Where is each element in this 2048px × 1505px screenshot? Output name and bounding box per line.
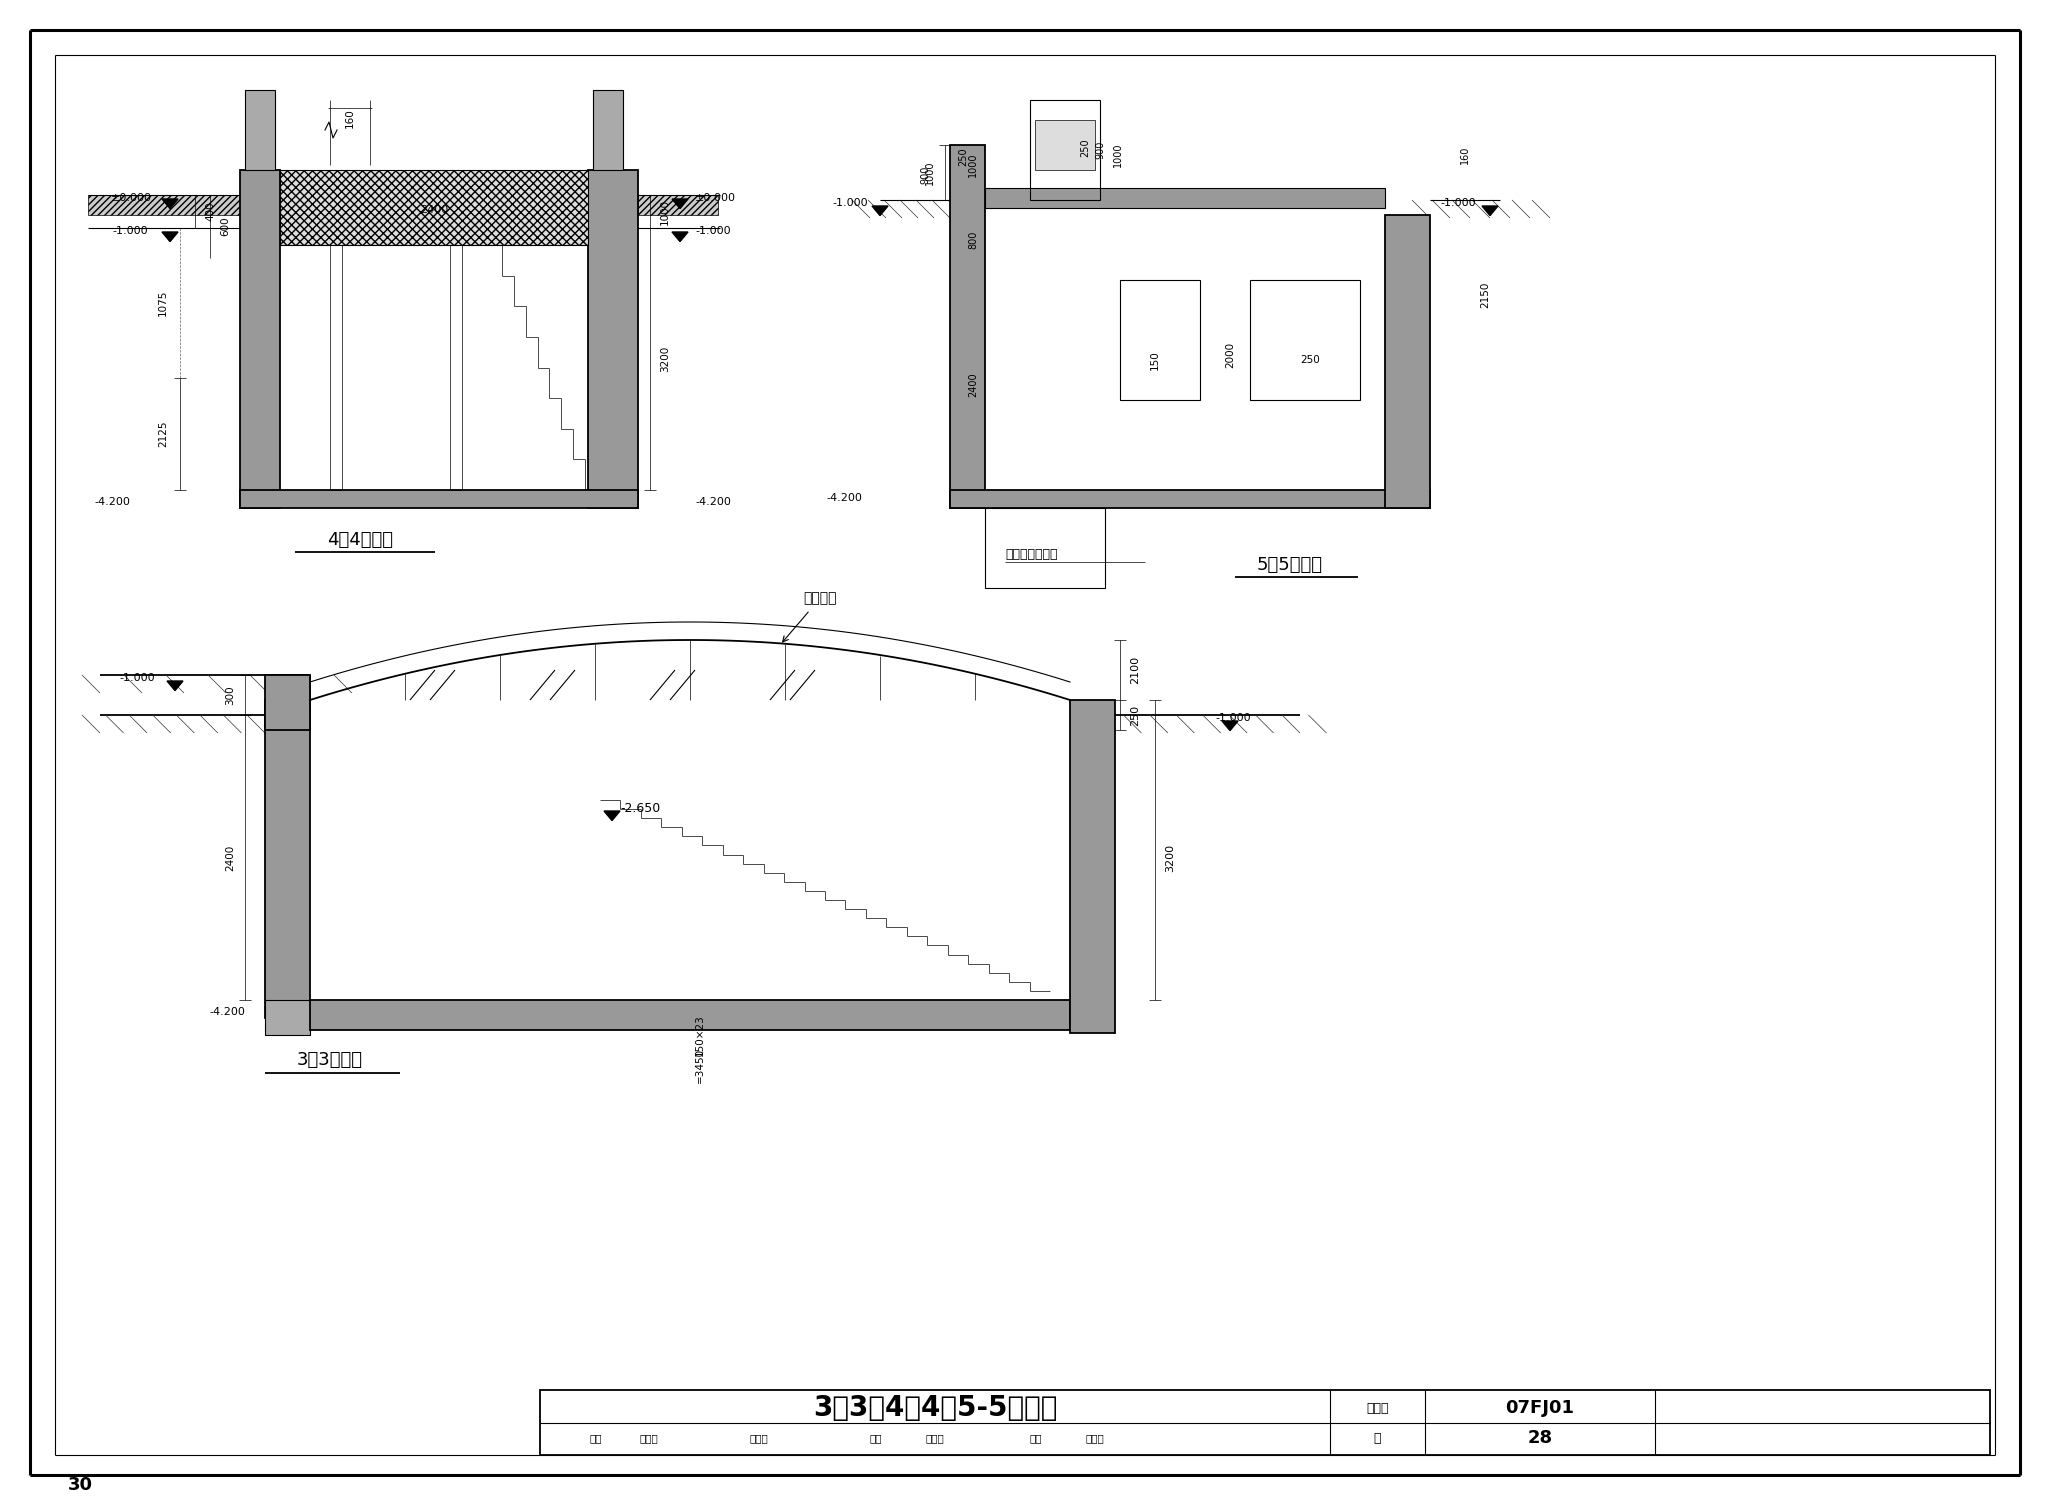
Bar bbox=[985, 188, 1384, 208]
Polygon shape bbox=[604, 811, 621, 820]
Bar bbox=[541, 1391, 1991, 1455]
Text: 2100: 2100 bbox=[1130, 656, 1141, 685]
Bar bbox=[639, 196, 719, 215]
Text: 沈志红: 沈志红 bbox=[1085, 1433, 1104, 1443]
Bar bbox=[246, 90, 274, 170]
Text: 校对: 校对 bbox=[870, 1433, 883, 1443]
Text: 设计: 设计 bbox=[1030, 1433, 1042, 1443]
Text: 1075: 1075 bbox=[158, 290, 168, 316]
Bar bbox=[1030, 99, 1100, 200]
Bar bbox=[264, 676, 309, 730]
Text: 150×23: 150×23 bbox=[694, 1014, 705, 1057]
Bar bbox=[1034, 120, 1096, 170]
Text: 900: 900 bbox=[1096, 141, 1106, 160]
Bar bbox=[281, 196, 588, 245]
Text: 160: 160 bbox=[1460, 146, 1470, 164]
Text: -1.000: -1.000 bbox=[694, 226, 731, 236]
Bar bbox=[240, 170, 281, 509]
Text: -2.650: -2.650 bbox=[621, 802, 659, 814]
Text: 150: 150 bbox=[1151, 351, 1159, 370]
Bar bbox=[950, 491, 1430, 509]
Text: -4.200: -4.200 bbox=[94, 497, 129, 507]
Text: -4.200: -4.200 bbox=[694, 497, 731, 507]
Text: 洗涮污水集水坑: 洗涮污水集水坑 bbox=[1006, 548, 1057, 561]
Bar bbox=[309, 999, 1069, 1029]
Polygon shape bbox=[872, 206, 889, 215]
Text: 28: 28 bbox=[1528, 1430, 1552, 1446]
Polygon shape bbox=[1483, 206, 1497, 215]
Text: 160: 160 bbox=[344, 108, 354, 128]
Text: -4.200: -4.200 bbox=[209, 1007, 246, 1017]
Text: 2400: 2400 bbox=[225, 844, 236, 870]
Bar bbox=[264, 700, 309, 1017]
Text: 2000: 2000 bbox=[1225, 342, 1235, 369]
Text: 2125: 2125 bbox=[158, 421, 168, 447]
Text: 900: 900 bbox=[920, 166, 930, 184]
Text: 250: 250 bbox=[1079, 138, 1090, 158]
Text: 轻型结构: 轻型结构 bbox=[803, 591, 838, 605]
Text: 250: 250 bbox=[1300, 355, 1319, 366]
Text: ±0.000: ±0.000 bbox=[694, 193, 735, 203]
Text: 1000: 1000 bbox=[926, 160, 936, 185]
Text: 2150: 2150 bbox=[1481, 281, 1491, 309]
Text: 3200: 3200 bbox=[1165, 843, 1176, 871]
Polygon shape bbox=[162, 199, 178, 209]
Bar bbox=[1249, 280, 1360, 400]
Bar bbox=[451, 245, 463, 491]
Text: 07FJ01: 07FJ01 bbox=[1505, 1400, 1575, 1418]
Text: 2400: 2400 bbox=[420, 205, 449, 215]
Bar bbox=[281, 170, 588, 245]
Text: =3450: =3450 bbox=[694, 1047, 705, 1082]
Text: 审核: 审核 bbox=[590, 1433, 602, 1443]
Text: 3－3剖面图: 3－3剖面图 bbox=[297, 1050, 362, 1069]
Text: 4－4剖面图: 4－4剖面图 bbox=[328, 531, 393, 549]
Bar bbox=[88, 196, 240, 215]
Text: 1000: 1000 bbox=[659, 199, 670, 224]
Text: -1.000: -1.000 bbox=[113, 226, 147, 236]
Text: 300: 300 bbox=[225, 685, 236, 704]
Text: 1000: 1000 bbox=[1112, 143, 1122, 167]
Polygon shape bbox=[162, 232, 178, 242]
Text: 2400: 2400 bbox=[969, 373, 979, 397]
Bar bbox=[594, 90, 623, 170]
Text: 图集号: 图集号 bbox=[1366, 1401, 1389, 1415]
Bar bbox=[264, 999, 309, 1035]
Text: 1000: 1000 bbox=[969, 152, 979, 178]
Bar bbox=[588, 170, 639, 509]
Text: -1.000: -1.000 bbox=[1214, 713, 1251, 722]
Bar bbox=[950, 144, 985, 509]
Text: 孙晓秋: 孙晓秋 bbox=[926, 1433, 944, 1443]
Text: -1.000: -1.000 bbox=[119, 673, 156, 683]
Bar bbox=[985, 509, 1106, 588]
Polygon shape bbox=[672, 199, 688, 209]
Polygon shape bbox=[672, 232, 688, 242]
Text: 400: 400 bbox=[205, 202, 215, 221]
Text: -1.000: -1.000 bbox=[1440, 199, 1477, 208]
Polygon shape bbox=[168, 680, 182, 691]
Bar bbox=[330, 245, 342, 491]
Text: -4.200: -4.200 bbox=[825, 494, 862, 503]
Text: 所卓雄: 所卓雄 bbox=[750, 1433, 768, 1443]
Text: 800: 800 bbox=[969, 230, 979, 250]
Text: 3200: 3200 bbox=[659, 346, 670, 372]
Text: 250: 250 bbox=[1130, 704, 1141, 725]
Text: 陈宗耀: 陈宗耀 bbox=[639, 1433, 659, 1443]
Bar bbox=[240, 491, 639, 509]
Text: ±0.000: ±0.000 bbox=[111, 193, 152, 203]
Polygon shape bbox=[1223, 721, 1237, 730]
Bar bbox=[1120, 280, 1200, 400]
Bar bbox=[1069, 700, 1114, 1032]
Text: 600: 600 bbox=[219, 217, 229, 236]
Text: 250: 250 bbox=[958, 147, 969, 167]
Bar bbox=[1384, 215, 1430, 509]
Text: -1.000: -1.000 bbox=[831, 199, 868, 208]
Text: 30: 30 bbox=[68, 1476, 92, 1494]
Text: 3－3、4－4、5-5剖面图: 3－3、4－4、5-5剖面图 bbox=[813, 1394, 1057, 1422]
Text: 5－5剖面图: 5－5剖面图 bbox=[1257, 555, 1323, 573]
Text: 页: 页 bbox=[1374, 1431, 1380, 1445]
